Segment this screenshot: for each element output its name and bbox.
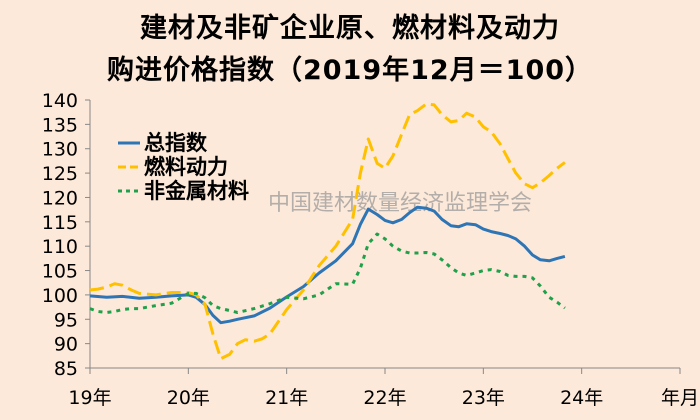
y-tick-label: 115 [42,212,78,234]
x-tick-label: 年月 [661,387,699,409]
y-tick-label: 85 [54,358,78,380]
series-layer [89,102,566,361]
chart-title-line-1: 建材及非矿企业原、燃材料及动力 [140,13,560,44]
series-line-1 [89,205,566,325]
legend-label-3: 非金属材料 [144,179,249,203]
series-line-2 [89,102,566,361]
y-tick-label: 120 [42,187,78,209]
x-tick-label: 23年 [462,387,505,409]
watermark-layer: 中国建材数量经济监理学会 [268,191,532,216]
watermark-text: 中国建材数量经济监理学会 [268,191,532,216]
x-tick-label: 20年 [167,387,210,409]
y-tick-label: 125 [42,163,78,185]
series-line-3 [89,232,566,314]
y-tick-label: 100 [42,285,78,307]
y-tick-label: 110 [42,236,78,258]
y-tick-label: 105 [42,261,78,283]
x-tick-label: 22年 [363,387,406,409]
chart-title-line-2: 购进价格指数（2019年12月＝100） [106,55,594,86]
x-tick-label: 21年 [265,387,308,409]
legend-label-1: 总指数 [144,131,208,155]
x-tick-label: 24年 [560,387,603,409]
y-tick-label: 140 [42,90,78,112]
y-tick-label: 90 [54,334,78,356]
x-tick-label: 19年 [68,387,111,409]
y-tick-label: 135 [42,114,78,136]
legend-label-2: 燃料动力 [144,155,228,179]
y-tick-label: 130 [42,139,78,161]
y-tick-label: 95 [54,309,78,331]
